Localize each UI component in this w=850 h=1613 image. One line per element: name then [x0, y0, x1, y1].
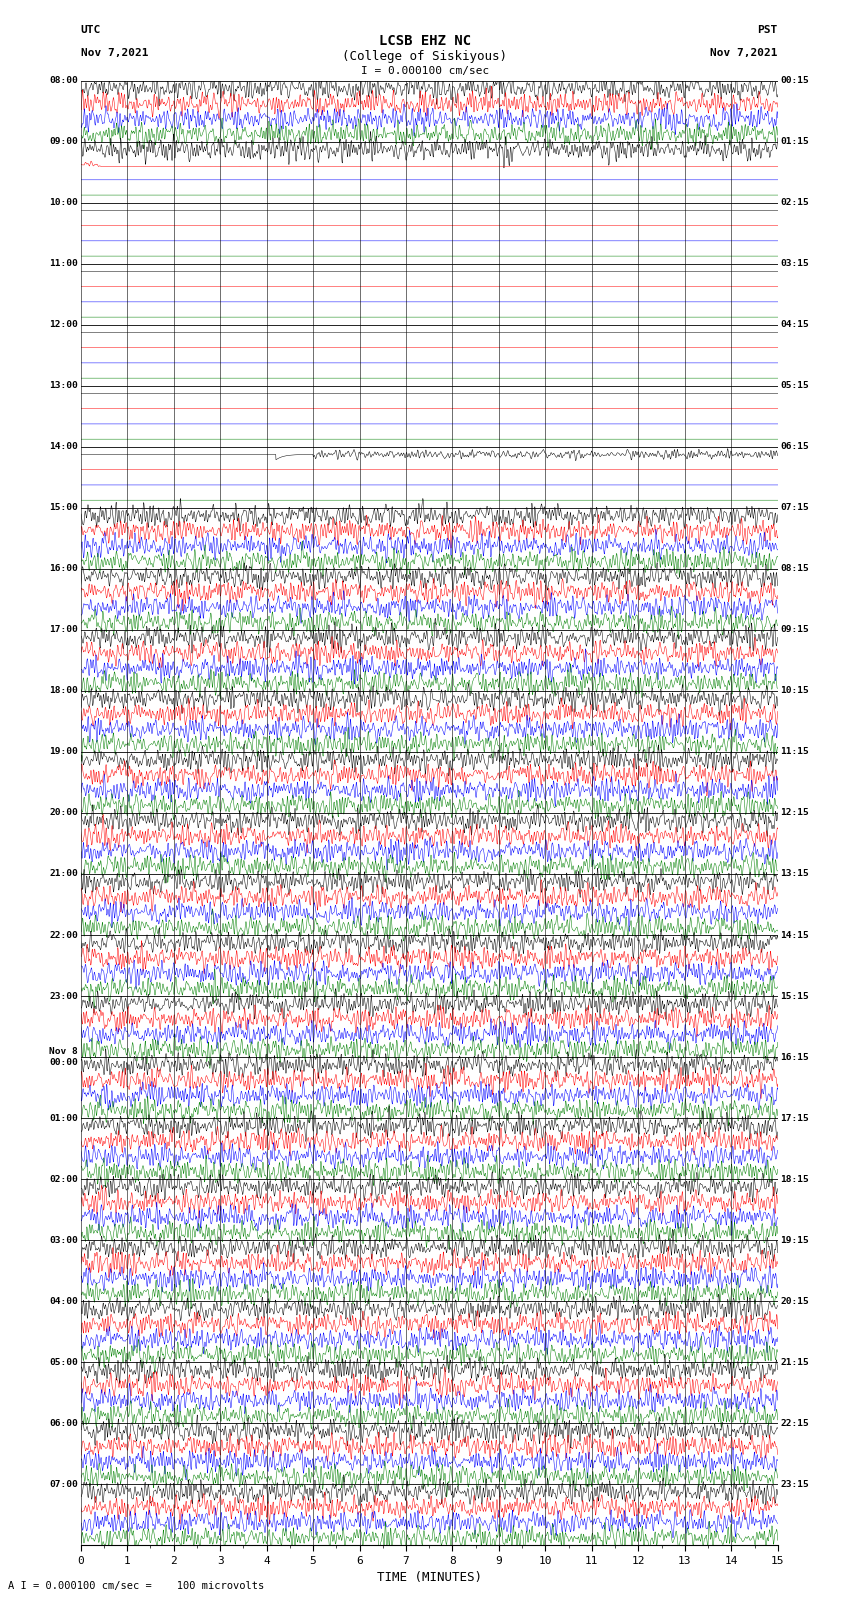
Text: 06:00: 06:00 [49, 1419, 78, 1428]
Text: 04:00: 04:00 [49, 1297, 78, 1305]
Text: 00:15: 00:15 [780, 76, 809, 85]
Text: 21:00: 21:00 [49, 869, 78, 879]
Text: 01:00: 01:00 [49, 1113, 78, 1123]
Text: 18:15: 18:15 [780, 1174, 809, 1184]
Text: 09:15: 09:15 [780, 626, 809, 634]
Text: 03:15: 03:15 [780, 260, 809, 268]
X-axis label: TIME (MINUTES): TIME (MINUTES) [377, 1571, 482, 1584]
Text: (College of Siskiyous): (College of Siskiyous) [343, 50, 507, 63]
Text: 14:00: 14:00 [49, 442, 78, 452]
Text: 07:15: 07:15 [780, 503, 809, 513]
Text: 22:00: 22:00 [49, 931, 78, 939]
Text: 17:00: 17:00 [49, 626, 78, 634]
Text: 15:15: 15:15 [780, 992, 809, 1000]
Text: 08:15: 08:15 [780, 565, 809, 573]
Text: 23:15: 23:15 [780, 1479, 809, 1489]
Text: A I = 0.000100 cm/sec =    100 microvolts: A I = 0.000100 cm/sec = 100 microvolts [8, 1581, 264, 1590]
Text: 02:00: 02:00 [49, 1174, 78, 1184]
Text: 20:15: 20:15 [780, 1297, 809, 1305]
Text: 15:00: 15:00 [49, 503, 78, 513]
Text: 13:15: 13:15 [780, 869, 809, 879]
Text: 12:00: 12:00 [49, 321, 78, 329]
Text: UTC: UTC [81, 24, 101, 35]
Text: 10:00: 10:00 [49, 198, 78, 206]
Text: 04:15: 04:15 [780, 321, 809, 329]
Text: 01:15: 01:15 [780, 137, 809, 147]
Text: 06:15: 06:15 [780, 442, 809, 452]
Text: 13:00: 13:00 [49, 381, 78, 390]
Text: PST: PST [757, 24, 778, 35]
Text: 19:00: 19:00 [49, 747, 78, 756]
Text: 21:15: 21:15 [780, 1358, 809, 1366]
Text: Nov 7,2021: Nov 7,2021 [81, 47, 148, 58]
Text: 07:00: 07:00 [49, 1479, 78, 1489]
Text: 14:15: 14:15 [780, 931, 809, 939]
Text: 12:15: 12:15 [780, 808, 809, 818]
Text: I = 0.000100 cm/sec: I = 0.000100 cm/sec [361, 66, 489, 76]
Text: 18:00: 18:00 [49, 687, 78, 695]
Text: 03:00: 03:00 [49, 1236, 78, 1245]
Text: 09:00: 09:00 [49, 137, 78, 147]
Text: 11:00: 11:00 [49, 260, 78, 268]
Text: 02:15: 02:15 [780, 198, 809, 206]
Text: Nov 8
00:00: Nov 8 00:00 [49, 1047, 78, 1066]
Text: 16:00: 16:00 [49, 565, 78, 573]
Text: 11:15: 11:15 [780, 747, 809, 756]
Text: 05:00: 05:00 [49, 1358, 78, 1366]
Text: 22:15: 22:15 [780, 1419, 809, 1428]
Text: 05:15: 05:15 [780, 381, 809, 390]
Text: 23:00: 23:00 [49, 992, 78, 1000]
Text: 17:15: 17:15 [780, 1113, 809, 1123]
Text: 16:15: 16:15 [780, 1053, 809, 1061]
Text: LCSB EHZ NC: LCSB EHZ NC [379, 34, 471, 48]
Text: 08:00: 08:00 [49, 76, 78, 85]
Text: 19:15: 19:15 [780, 1236, 809, 1245]
Text: 20:00: 20:00 [49, 808, 78, 818]
Text: 10:15: 10:15 [780, 687, 809, 695]
Text: Nov 7,2021: Nov 7,2021 [711, 47, 778, 58]
